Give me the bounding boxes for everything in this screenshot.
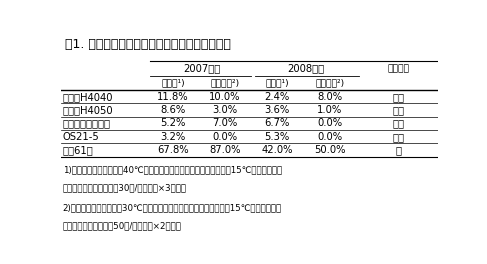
Text: 2007年産: 2007年産 <box>183 63 220 73</box>
Text: ゼンコウジコムギ: ゼンコウジコムギ <box>63 118 111 128</box>
Text: 8.0%: 8.0% <box>317 92 342 102</box>
Text: 谷系小H4040: 谷系小H4040 <box>63 92 113 102</box>
Text: 1.0%: 1.0% <box>317 105 342 115</box>
Text: 3.0%: 3.0% <box>212 105 238 115</box>
Text: 極難: 極難 <box>393 118 405 128</box>
Text: 表1. 作物研と九沖農研での成熟期種子の発芽率: 表1. 作物研と九沖農研での成熟期種子の発芽率 <box>65 38 230 51</box>
Text: 芽粒数を調査した。（50粒/シャーレ×2反復）: 芽粒数を調査した。（50粒/シャーレ×2反復） <box>63 222 182 231</box>
Text: 0.0%: 0.0% <box>212 132 238 142</box>
Text: 3.2%: 3.2% <box>161 132 186 142</box>
Text: 2008年産: 2008年産 <box>288 63 325 73</box>
Text: 2.4%: 2.4% <box>264 92 290 102</box>
Text: 極難: 極難 <box>393 105 405 115</box>
Text: OS21-5: OS21-5 <box>63 132 99 142</box>
Text: 作物研¹): 作物研¹) <box>161 78 185 87</box>
Text: 極難: 極難 <box>393 92 405 102</box>
Text: 九沖農研²): 九沖農研²) <box>315 78 344 87</box>
Text: 農林61号: 農林61号 <box>63 145 94 155</box>
Text: 難: 難 <box>395 145 402 155</box>
Text: 発芽粒数を調査した。（30粒/シャーレ×3反復）: 発芽粒数を調査した。（30粒/シャーレ×3反復） <box>63 183 187 192</box>
Text: 87.0%: 87.0% <box>209 145 241 155</box>
Text: 3.6%: 3.6% <box>264 105 290 115</box>
Text: 総合判定: 総合判定 <box>388 64 410 73</box>
Text: 作物研¹): 作物研¹) <box>265 78 289 87</box>
Text: 0.0%: 0.0% <box>317 118 342 128</box>
Text: 5.3%: 5.3% <box>264 132 290 142</box>
Text: 11.8%: 11.8% <box>157 92 189 102</box>
Text: 5.2%: 5.2% <box>161 118 186 128</box>
Text: 九沖農研²): 九沖農研²) <box>210 78 240 87</box>
Text: 0.0%: 0.0% <box>317 132 342 142</box>
Text: 50.0%: 50.0% <box>314 145 346 155</box>
Text: 谷系小H4050: 谷系小H4050 <box>63 105 113 115</box>
Text: 6.7%: 6.7% <box>264 118 290 128</box>
Text: 1)成熟期に採取した穂を40℃で一晩通風乾燥した。脱粒した種子を15℃で１週間後の: 1)成熟期に採取した穂を40℃で一晩通風乾燥した。脱粒した種子を15℃で１週間後… <box>63 165 282 174</box>
Text: 10.0%: 10.0% <box>209 92 241 102</box>
Text: 2)成熟期に採取した穂を30℃で一晩通風乾燥した。脱粒後、種子を15℃で１週間の発: 2)成熟期に採取した穂を30℃で一晩通風乾燥した。脱粒後、種子を15℃で１週間の… <box>63 204 282 213</box>
Text: 7.0%: 7.0% <box>212 118 238 128</box>
Text: 42.0%: 42.0% <box>261 145 293 155</box>
Text: 8.6%: 8.6% <box>161 105 186 115</box>
Text: 極難: 極難 <box>393 132 405 142</box>
Text: 67.8%: 67.8% <box>157 145 189 155</box>
